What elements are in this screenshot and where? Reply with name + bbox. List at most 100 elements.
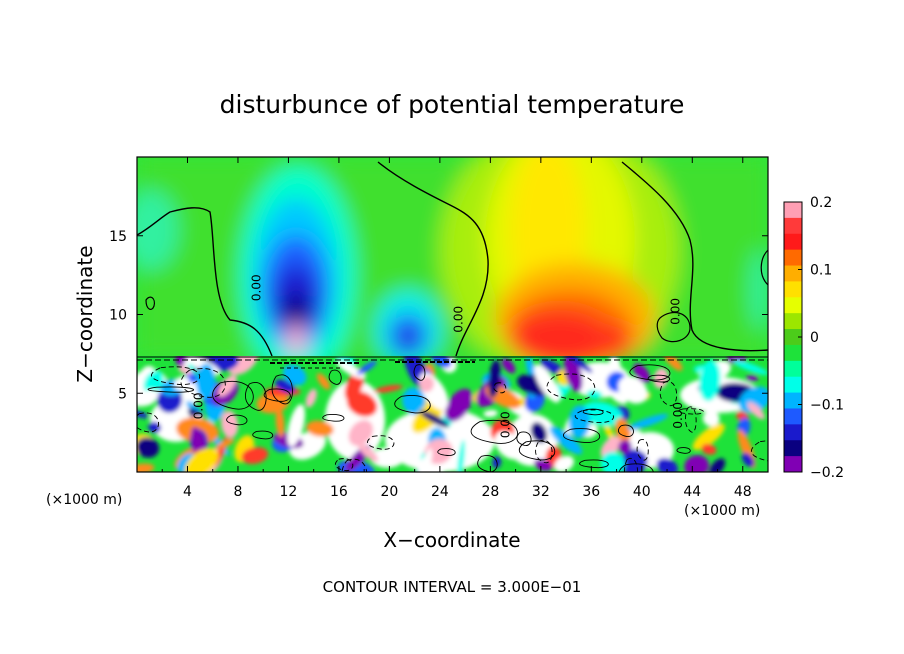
turbulence-contour [563, 428, 600, 443]
turbulence-blob [220, 410, 239, 438]
turbulence-blob [540, 359, 564, 375]
colorbar-swatch [784, 408, 802, 425]
turbulence-blob [692, 423, 725, 451]
turbulence-blob [445, 388, 473, 422]
turbulence-blob [732, 360, 768, 375]
colorbar-tick-label: 0 [810, 330, 819, 346]
turbulence-contour [636, 439, 649, 461]
turbulence-blob [305, 388, 317, 408]
turbulence-contour [619, 463, 654, 472]
turbulence-contour [271, 374, 293, 405]
colorbar-swatch [784, 217, 802, 235]
colorbar-swatch [784, 440, 802, 457]
turbulence-blob [701, 443, 717, 455]
x-tick-label: 28 [481, 484, 499, 500]
turbulence-contour [617, 424, 634, 437]
turbulence-blob [137, 437, 160, 458]
turbulence-blob [620, 449, 648, 472]
x-axis: 4 8 12 16 20 24 28 32 36 40 44 48 [161, 157, 752, 500]
turbulence-contour [341, 458, 368, 472]
turbulence-blob [618, 376, 648, 404]
colorbar-swatch [784, 376, 802, 394]
turbulence-contour [750, 440, 768, 462]
turbulence-contour [624, 457, 638, 472]
x-tick-label: 48 [734, 484, 752, 500]
turbulence-contour [647, 374, 671, 383]
turbulence-contour [676, 447, 691, 454]
x-tick-label: 36 [582, 484, 600, 500]
x-tick-label: 40 [633, 484, 651, 500]
colorbar-swatch [784, 202, 802, 219]
turbulence-contour [546, 373, 596, 401]
turbulence-blob [256, 392, 290, 414]
contour-label: 0.00 [452, 306, 466, 333]
turbulence-blob [610, 391, 628, 405]
colorbar-tick-label: 0.2 [810, 195, 832, 211]
turbulence-blob [143, 370, 164, 394]
x-tick-label: 12 [280, 484, 298, 500]
turbulence-blob [402, 387, 427, 415]
turbulence-blob [488, 359, 501, 398]
colorbar-swatch [784, 297, 802, 314]
turbulence-contour [684, 406, 697, 433]
turbulence-contour [677, 408, 704, 415]
zero-contour-right-loop [656, 311, 691, 343]
turbulence-blob [530, 422, 548, 444]
turbulence-contour [629, 364, 671, 381]
turbulence-contour [328, 369, 342, 385]
zero-contour-upper-mid [377, 161, 489, 356]
turbulence-blob [215, 438, 235, 449]
colorbar-swatch [784, 233, 802, 251]
turbulence-contour [659, 381, 678, 407]
turbulence-blob [627, 413, 669, 430]
turbulence-contour [180, 368, 226, 398]
contour-label: 0.00 [498, 411, 512, 438]
contour-label: 0.00 [192, 392, 206, 419]
zero-contour-small-left [145, 296, 155, 310]
turbulence-blob [560, 356, 593, 373]
turbulence-blob [348, 420, 374, 447]
turbulence-blob [431, 356, 452, 368]
turbulence-contour [151, 366, 201, 385]
y-tick-label: 5 [118, 386, 127, 402]
x-tick-label: 20 [380, 484, 398, 500]
turbulence-blob [656, 458, 678, 472]
plot-area: 0.00 0.00 0.00 0.00 0.00 0.00 [137, 157, 768, 472]
turbulence-contour [437, 448, 456, 456]
turbulence-blob [554, 455, 574, 472]
contour-label: 0.00 [669, 298, 683, 325]
turbulence-blob [148, 421, 161, 434]
chart-title: disturbunce of potential temperature [220, 90, 685, 119]
turbulence-contour [263, 388, 291, 402]
turbulence-blob [188, 392, 199, 404]
zero-contour-upper-right [621, 161, 768, 352]
turbulence-blob [184, 447, 219, 472]
turbulence-blob [600, 451, 625, 472]
turbulence-contour [470, 419, 518, 444]
colorbar-swatch [784, 329, 802, 346]
x-tick-label: 4 [183, 484, 192, 500]
contour-label: 0.00 [671, 402, 685, 429]
turbulence-blob [745, 375, 759, 382]
turbulence-blob [357, 360, 377, 375]
turbulence-blob [549, 426, 583, 455]
colorbar-tick-label: 0.1 [810, 263, 832, 279]
x-tick-label: 32 [532, 484, 550, 500]
turbulence-contour [322, 414, 345, 422]
colorbar-swatch [784, 456, 802, 473]
turbulence-blob [373, 384, 403, 393]
turbulence-contour [582, 408, 604, 416]
turbulence-contour [477, 455, 498, 472]
turbulence-blob [653, 368, 669, 389]
contour-interval-note: CONTOUR INTERVAL = 3.000E−01 [323, 578, 582, 596]
turbulence-blob [241, 447, 269, 464]
turbulence-blob [600, 436, 621, 459]
turbulence-blob [501, 358, 516, 374]
turbulence-contour [212, 380, 254, 410]
colorbar-swatch [784, 424, 802, 441]
turbulence-contour [245, 381, 267, 411]
turbulence-blob [137, 463, 155, 472]
y-tick-label: 15 [109, 229, 127, 245]
turbulence-blob [287, 404, 305, 447]
turbulence-contour [516, 431, 532, 446]
